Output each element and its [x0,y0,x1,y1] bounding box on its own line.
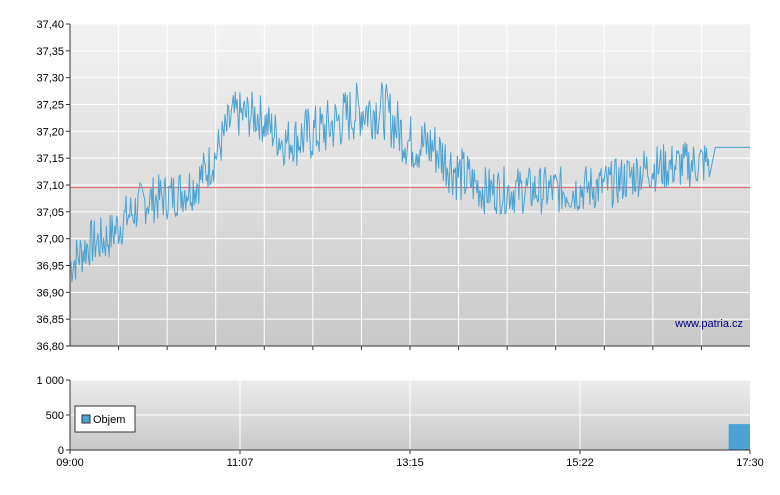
volume-x-tick-label: 11:07 [227,457,254,469]
volume-bar [728,424,750,450]
price-y-tick-label: 36,80 [36,341,64,353]
volume-legend: Objem [74,405,136,433]
price-y-tick-label: 37,40 [36,19,64,31]
volume-x-tick-label: 17:30 [736,457,764,469]
price-x-ticks [118,346,702,350]
volume-chart: 1 000 500 0 09:00 11:07 13:15 15:22 17:30 Obje… [36,375,763,469]
watermark: www.patria.cz [674,318,743,330]
price-y-tick-label: 37,25 [36,100,64,112]
volume-y-tick-label: 0 [58,445,64,457]
price-y-tick-label: 37,35 [36,46,64,58]
volume-x-axis: 09:00 11:07 13:15 15:22 17:30 [56,450,764,469]
volume-y-tick-label: 1 000 [36,375,64,387]
price-y-tick-label: 36,90 [36,287,64,299]
price-y-tick-label: 36,85 [36,314,64,326]
legend-swatch [81,414,91,424]
volume-bars [728,424,750,450]
volume-y-axis: 1 000 500 0 [36,375,70,457]
volume-y-tick-label: 500 [46,410,64,422]
price-series-line [69,82,750,282]
price-y-tick-label: 36,95 [36,261,64,273]
legend-label: Objem [93,414,125,426]
price-y-axis: 37,40 37,35 37,30 37,25 37,20 37,15 37,10 37,05… [36,19,70,353]
price-chart: 37,40 37,35 37,30 37,25 37,20 37,15 37,10 37,05… [36,19,750,353]
volume-x-tick-label: 15:22 [566,457,594,469]
price-y-tick-label: 37,15 [36,153,64,165]
price-y-tick-label: 37,20 [36,126,64,138]
price-y-tick-label: 37,10 [36,180,64,192]
price-y-tick-label: 37,00 [36,234,64,246]
price-y-tick-label: 37,30 [36,73,64,85]
volume-x-tick-label: 13:15 [396,457,424,469]
volume-x-tick-label: 09:00 [56,457,84,469]
price-y-tick-label: 37,05 [36,207,64,219]
